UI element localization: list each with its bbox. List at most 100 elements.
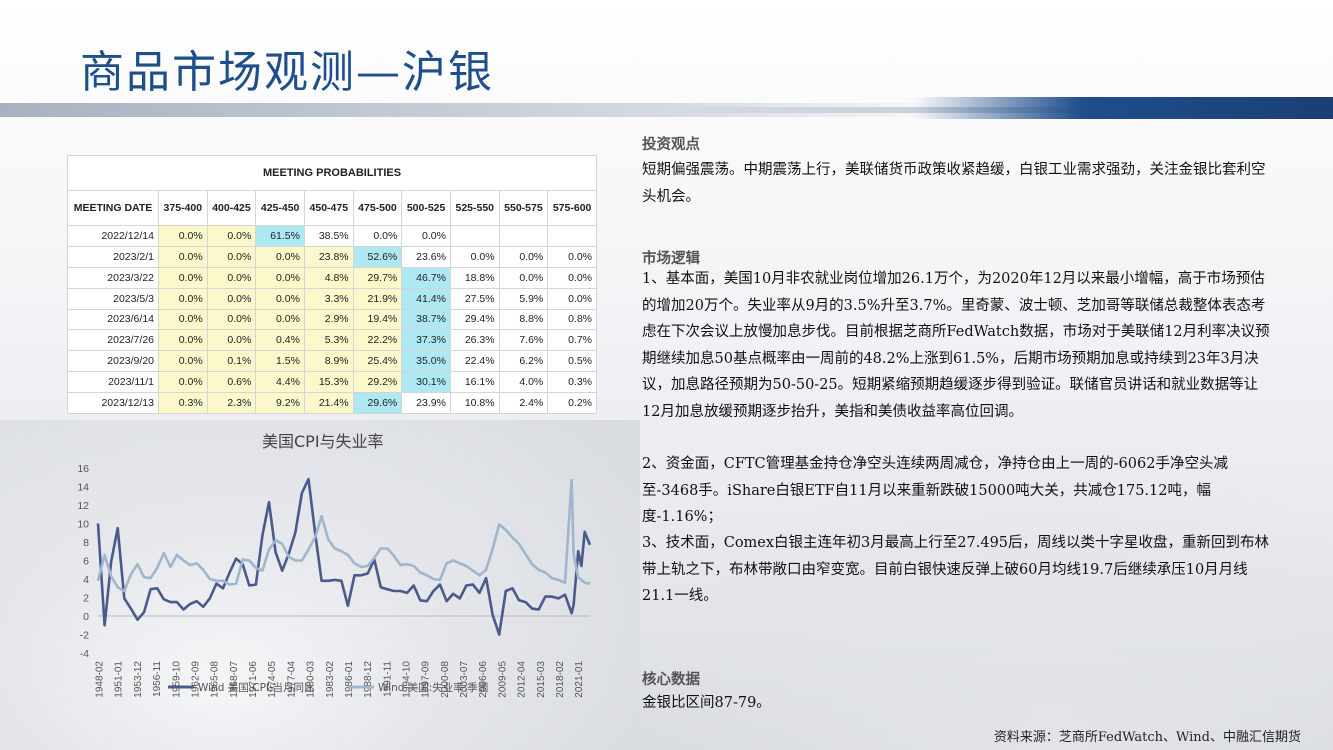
probability-cell: 0.8% — [547, 308, 597, 331]
probability-cell: 52.6% — [352, 245, 403, 268]
y-tick-label: -4 — [80, 648, 89, 660]
probability-cell: 0.0% — [206, 225, 257, 247]
probability-cell: 0.0% — [158, 308, 208, 331]
y-tick-label: 12 — [77, 500, 89, 512]
probability-cell: 3.3% — [303, 287, 354, 310]
probability-cell: 0.2% — [547, 392, 597, 414]
probability-cell: 0.0% — [449, 245, 500, 268]
y-tick-label: 2 — [83, 593, 89, 605]
probability-cell: 23.9% — [401, 392, 451, 414]
y-tick-label: 10 — [77, 519, 89, 531]
y-tick-label: 6 — [83, 556, 89, 568]
probability-cell: 0.0% — [352, 225, 403, 247]
x-tick-label: 2000-08 — [440, 661, 451, 698]
x-tick-label: 1991-11 — [382, 661, 393, 697]
table-row: 2023/9/20 0.0% 0.1% 1.5% 8.9% 25.4% 35.0% 22.4%… — [67, 350, 597, 373]
x-tick-label: 2009-05 — [497, 661, 508, 698]
table-caption: MEETING PROBABILITIES — [67, 155, 597, 191]
probability-cell: 2.9% — [303, 308, 354, 331]
probability-cell: 38.7% — [401, 308, 451, 331]
core-data-text: 金银比区间87-79。 — [642, 695, 771, 711]
column-header: 550-575 — [498, 190, 549, 226]
x-tick-label: 2012-04 — [517, 661, 528, 698]
probability-cell: 1.5% — [255, 350, 305, 373]
probability-cell: 0.7% — [547, 329, 597, 352]
probability-cell: 29.4% — [449, 308, 500, 331]
x-tick-label: 2021-01 — [574, 661, 585, 698]
section-heading-core-data: 核心数据 — [642, 672, 700, 688]
probability-cell: 0.0% — [158, 245, 208, 268]
probability-cell: 41.4% — [401, 287, 451, 310]
meeting-date-cell: 2023/5/3 — [67, 287, 159, 310]
probability-cell — [498, 225, 549, 247]
probability-cell: 8.9% — [303, 350, 354, 373]
probability-cell: 0.3% — [547, 371, 597, 393]
x-tick-label: 1965-08 — [210, 661, 221, 698]
x-tick-label: 1986-01 — [344, 661, 355, 698]
probability-cell: 7.6% — [498, 329, 549, 352]
probability-cell: 46.7% — [401, 266, 451, 289]
x-tick-label: 2015-03 — [536, 661, 547, 698]
meeting-date-cell: 2023/11/1 — [67, 371, 159, 393]
probability-cell: 16.1% — [449, 371, 500, 393]
x-tick-label: 1980-03 — [306, 661, 317, 698]
probability-cell: 22.2% — [352, 329, 403, 352]
probability-cell: 2.4% — [498, 392, 549, 414]
probability-cell: 0.0% — [206, 245, 257, 268]
meeting-date-cell: 2023/9/20 — [67, 350, 159, 373]
background-decoration — [0, 420, 640, 750]
probability-cell: 0.0% — [158, 329, 208, 352]
meeting-date-cell: 2023/2/1 — [67, 245, 159, 268]
probability-cell: 27.5% — [449, 287, 500, 310]
y-tick-label: 0 — [83, 611, 89, 623]
probability-cell: 9.2% — [255, 392, 305, 414]
probability-cell: 35.0% — [401, 350, 451, 373]
probability-cell: 0.1% — [206, 350, 257, 373]
probability-cell: 0.5% — [547, 350, 597, 373]
market-logic-fundamentals: 1、基本面，美国10月非农就业岗位增加26.1万个，为2020年12月以来最小增… — [642, 271, 1270, 420]
probability-cell: 25.4% — [352, 350, 403, 373]
column-header: 450-475 — [303, 190, 354, 226]
probability-cell: 0.3% — [158, 392, 208, 414]
meeting-date-cell: 2023/6/14 — [67, 308, 159, 331]
market-logic-technical: 3、技术面，Comex白银主连年初3月最高上行至27.495后，周线以类十字星收… — [642, 535, 1270, 604]
meeting-date-cell: 2023/12/13 — [67, 392, 159, 414]
probability-cell: 0.6% — [206, 371, 257, 393]
probability-cell: 0.0% — [206, 329, 257, 352]
probability-cell: 0.0% — [206, 266, 257, 289]
probability-cell: 38.5% — [303, 225, 354, 247]
probability-cell: 0.0% — [255, 266, 305, 289]
x-tick-label: 1953-12 — [133, 661, 144, 698]
probability-cell: 4.0% — [498, 371, 549, 393]
probability-cell: 0.0% — [547, 245, 597, 268]
probability-cell: 22.4% — [449, 350, 500, 373]
probability-cell: 29.7% — [352, 266, 403, 289]
table-row: 2022/12/14 0.0% 0.0% 61.5% 38.5% 0.0% 0.0% — [67, 225, 597, 247]
y-tick-label: 16 — [77, 463, 89, 475]
x-tick-label: 2018-02 — [555, 661, 566, 698]
probability-cell: 5.3% — [303, 329, 354, 352]
probability-cell: 15.3% — [303, 371, 354, 393]
x-tick-label: 1997-09 — [421, 661, 432, 698]
probability-cell: 0.0% — [498, 266, 549, 289]
legend-label: Wind 美国:CPI:当月同比 — [198, 681, 315, 694]
probability-cell: 37.3% — [401, 329, 451, 352]
background-decoration-right — [633, 420, 1333, 750]
probability-cell: 23.6% — [401, 245, 451, 268]
x-tick-label: 1959-10 — [171, 661, 182, 698]
column-header: 475-500 — [352, 190, 403, 226]
probability-cell: 0.0% — [206, 287, 257, 310]
investment-view-text: 短期偏强震荡。中期震荡上行，美联储货币政策收紧趋缓，白银工业需求强劲，关注金银比… — [642, 162, 1266, 205]
cpi-unemployment-chart: -4 -2 0 2 4 6 8 10 12 14 16 1948-02 1951-01 1953-12 19… — [77, 463, 592, 698]
meeting-probabilities-table: MEETING PROBABILITIES MEETING DATE 375-40… — [67, 155, 597, 414]
header-band — [0, 95, 1333, 125]
probability-cell: 26.3% — [449, 329, 500, 352]
x-tick-label: 2006-06 — [478, 661, 489, 698]
probability-cell: 0.0% — [158, 225, 208, 247]
x-tick-label: 1956-11 — [152, 661, 163, 697]
probability-cell: 29.6% — [352, 392, 403, 414]
probability-cell: 4.4% — [255, 371, 305, 393]
x-tick-label: 1994-10 — [402, 661, 413, 698]
probability-cell: 2.3% — [206, 392, 257, 414]
table-row: 2023/3/22 0.0% 0.0% 0.0% 4.8% 29.7% 46.7% 18.8%… — [67, 266, 597, 289]
